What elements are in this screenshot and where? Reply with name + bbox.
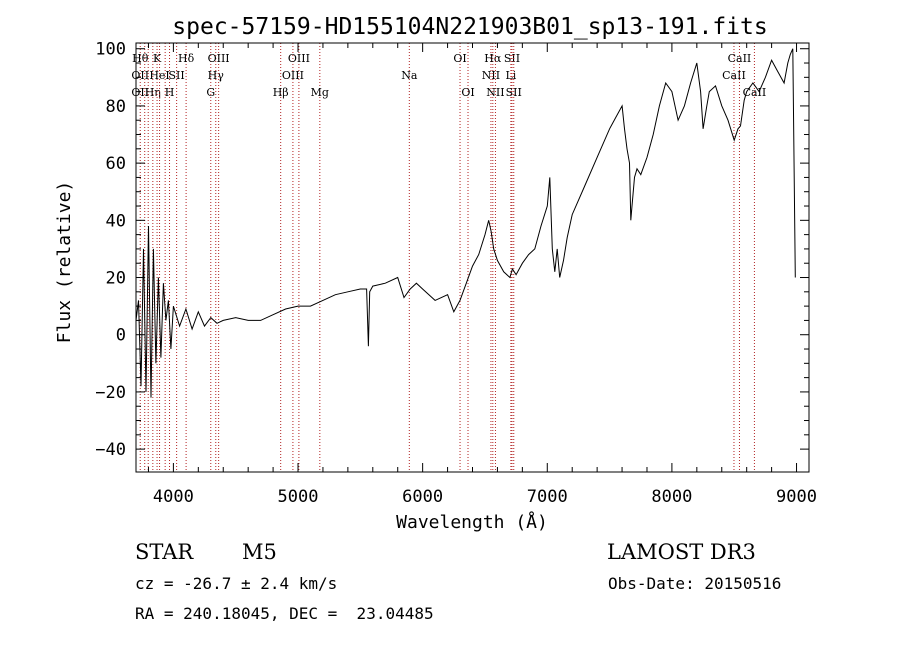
- line-label: OIII: [282, 69, 304, 82]
- x-tick-label: 9000: [776, 487, 817, 507]
- y-tick-label: −40: [95, 440, 126, 460]
- line-label: HeI: [149, 69, 169, 82]
- line-label: NII: [486, 86, 504, 99]
- line-label: H: [165, 86, 175, 99]
- x-tick-label: 6000: [402, 487, 443, 507]
- line-label: SII: [504, 52, 520, 65]
- y-tick-label: 0: [116, 326, 126, 346]
- line-label: SII: [506, 86, 522, 99]
- x-tick-label: 4000: [153, 487, 194, 507]
- line-label: Mg: [311, 86, 329, 99]
- plot-frame: [135, 42, 810, 473]
- y-axis-ticks: −40 −20 0 20 40 60 80 100: [95, 40, 809, 460]
- y-tick-label: 100: [95, 40, 126, 60]
- y-tick-label: 80: [106, 97, 126, 117]
- x-axis-ticks: 4000 5000 6000 7000 8000 9000: [147, 43, 817, 507]
- coordinates: RA = 240.18045, DEC = 23.04485: [135, 604, 434, 623]
- line-label: Li: [505, 69, 516, 82]
- line-markers: HθOIIOIIHηKHeIHSIIHδGHγOIIIHβOIIIOIIIMgN…: [131, 43, 766, 472]
- line-label: OI: [461, 86, 474, 99]
- chart-title: spec-57159-HD155104N221903B01_sp13-191.f…: [172, 14, 767, 40]
- y-tick-label: 60: [106, 154, 126, 174]
- line-label: CaII: [722, 69, 746, 82]
- redshift-cz: cz = -26.7 ± 2.4 km/s: [135, 574, 338, 593]
- x-tick-label: 7000: [527, 487, 568, 507]
- line-label: OIII: [208, 52, 230, 65]
- x-tick-label: 8000: [651, 487, 692, 507]
- x-tick-label: 5000: [278, 487, 319, 507]
- line-label: OIII: [288, 52, 310, 65]
- line-label: Hβ: [273, 86, 289, 99]
- y-tick-label: 40: [106, 211, 126, 231]
- line-label: OII: [131, 69, 149, 82]
- y-tick-label: 20: [106, 269, 126, 289]
- line-label: CaII: [728, 52, 752, 65]
- line-label: Hγ: [208, 69, 225, 82]
- line-label: OI: [453, 52, 466, 65]
- line-label: Hα: [484, 52, 502, 65]
- y-tick-label: −20: [95, 383, 126, 403]
- y-axis-label: Flux (relative): [54, 181, 75, 344]
- line-label: Hδ: [178, 52, 195, 65]
- object-subclass: M5: [242, 540, 277, 564]
- line-label: G: [206, 86, 215, 99]
- line-label: Hη: [145, 86, 161, 99]
- line-label: Na: [401, 69, 418, 82]
- line-label: K: [153, 52, 162, 65]
- survey-name: LAMOST DR3: [607, 540, 756, 564]
- object-class: STAR: [135, 540, 194, 564]
- line-label: NII: [482, 69, 500, 82]
- line-label: SII: [169, 69, 185, 82]
- x-axis-label: Wavelength (Å): [396, 511, 548, 533]
- flux-series-line: [135, 48, 796, 398]
- obs-date: Obs-Date: 20150516: [608, 574, 782, 593]
